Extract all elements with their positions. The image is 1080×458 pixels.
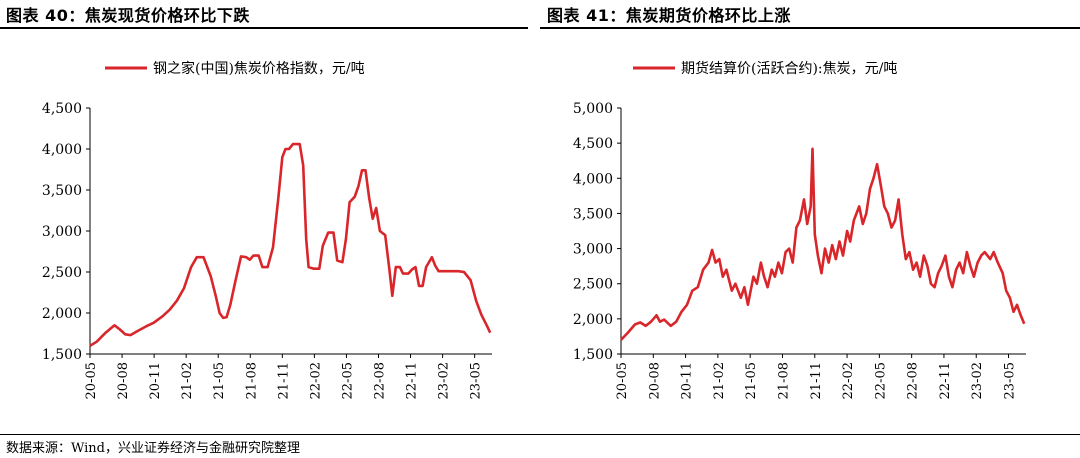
x-tick-label: 22-02: [841, 362, 856, 399]
footer-rule: [0, 434, 1080, 435]
x-tick-label: 21-02: [712, 362, 727, 399]
x-tick-label: 22-11: [938, 362, 953, 399]
x-tick-label: 22-08: [906, 362, 921, 399]
y-tick-label: 5,000: [573, 101, 613, 117]
y-tick-label: 2,500: [573, 277, 613, 293]
x-tick-label: 21-08: [776, 362, 791, 399]
x-tick-label: 20-08: [116, 362, 131, 399]
x-tick-label: 23-02: [970, 362, 985, 399]
futures-price-chart: 1,500 2,000 2,500 3,000 3,500 4,000 4,500 5,000…: [573, 60, 1026, 399]
y-tick-label: 3,000: [42, 224, 82, 240]
series-line: [620, 147, 1026, 341]
x-tick-label: 22-05: [873, 362, 888, 399]
y-tick-label: 3,500: [573, 206, 613, 222]
y-tick-label: 2,500: [42, 265, 82, 281]
left-chart-title: 图表 40：焦炭现货价格环比下跌: [6, 6, 250, 25]
y-tick-label: 2,000: [42, 306, 82, 322]
source-note: 数据来源：Wind，兴业证券经济与金融研究院整理: [6, 441, 300, 456]
legend-label: 期货结算价(活跃合约):焦炭，元/吨: [681, 60, 897, 77]
y-tick-label: 4,500: [573, 136, 613, 152]
y-tick-label: 1,500: [42, 347, 82, 363]
x-tick-label: 20-11: [680, 362, 695, 399]
x-tick-label: 21-05: [212, 362, 227, 399]
y-tick-label: 3,500: [42, 183, 82, 199]
spot-price-chart: 1,500 2,000 2,500 3,000 3,500 4,000 4,500 20-05…: [42, 60, 492, 399]
right-title-rule: [540, 27, 1080, 29]
legend-label: 钢之家(中国)焦炭价格指数，元/吨: [153, 60, 365, 77]
x-tick-label: 20-11: [148, 362, 163, 399]
x-tick-label: 22-02: [308, 362, 323, 399]
x-tick-label: 22-08: [372, 362, 387, 399]
left-title-rule: [0, 27, 528, 29]
x-tick-label: 20-05: [615, 362, 630, 399]
x-tick-label: 23-05: [469, 362, 484, 399]
y-tick-label: 2,000: [573, 312, 613, 328]
y-tick-label: 4,000: [42, 142, 82, 158]
x-tick-label: 20-08: [647, 362, 662, 399]
x-tick-label: 21-02: [180, 362, 195, 399]
y-tick-label: 4,500: [42, 101, 82, 117]
y-tick-label: 4,000: [573, 171, 613, 187]
y-tick-label: 3,000: [573, 242, 613, 258]
series-line: [89, 142, 492, 347]
x-tick-label: 22-11: [405, 362, 420, 399]
x-tick-label: 22-05: [340, 362, 355, 399]
y-tick-label: 1,500: [573, 347, 613, 363]
x-tick-label: 21-05: [744, 362, 759, 399]
x-tick-label: 21-11: [809, 362, 824, 399]
x-tick-label: 20-05: [84, 362, 99, 399]
x-tick-label: 21-11: [276, 362, 291, 399]
x-tick-label: 23-05: [1003, 362, 1018, 399]
right-chart-title: 图表 41：焦炭期货价格环比上涨: [547, 6, 791, 25]
x-tick-label: 23-02: [437, 362, 452, 399]
x-tick-label: 21-08: [244, 362, 259, 399]
